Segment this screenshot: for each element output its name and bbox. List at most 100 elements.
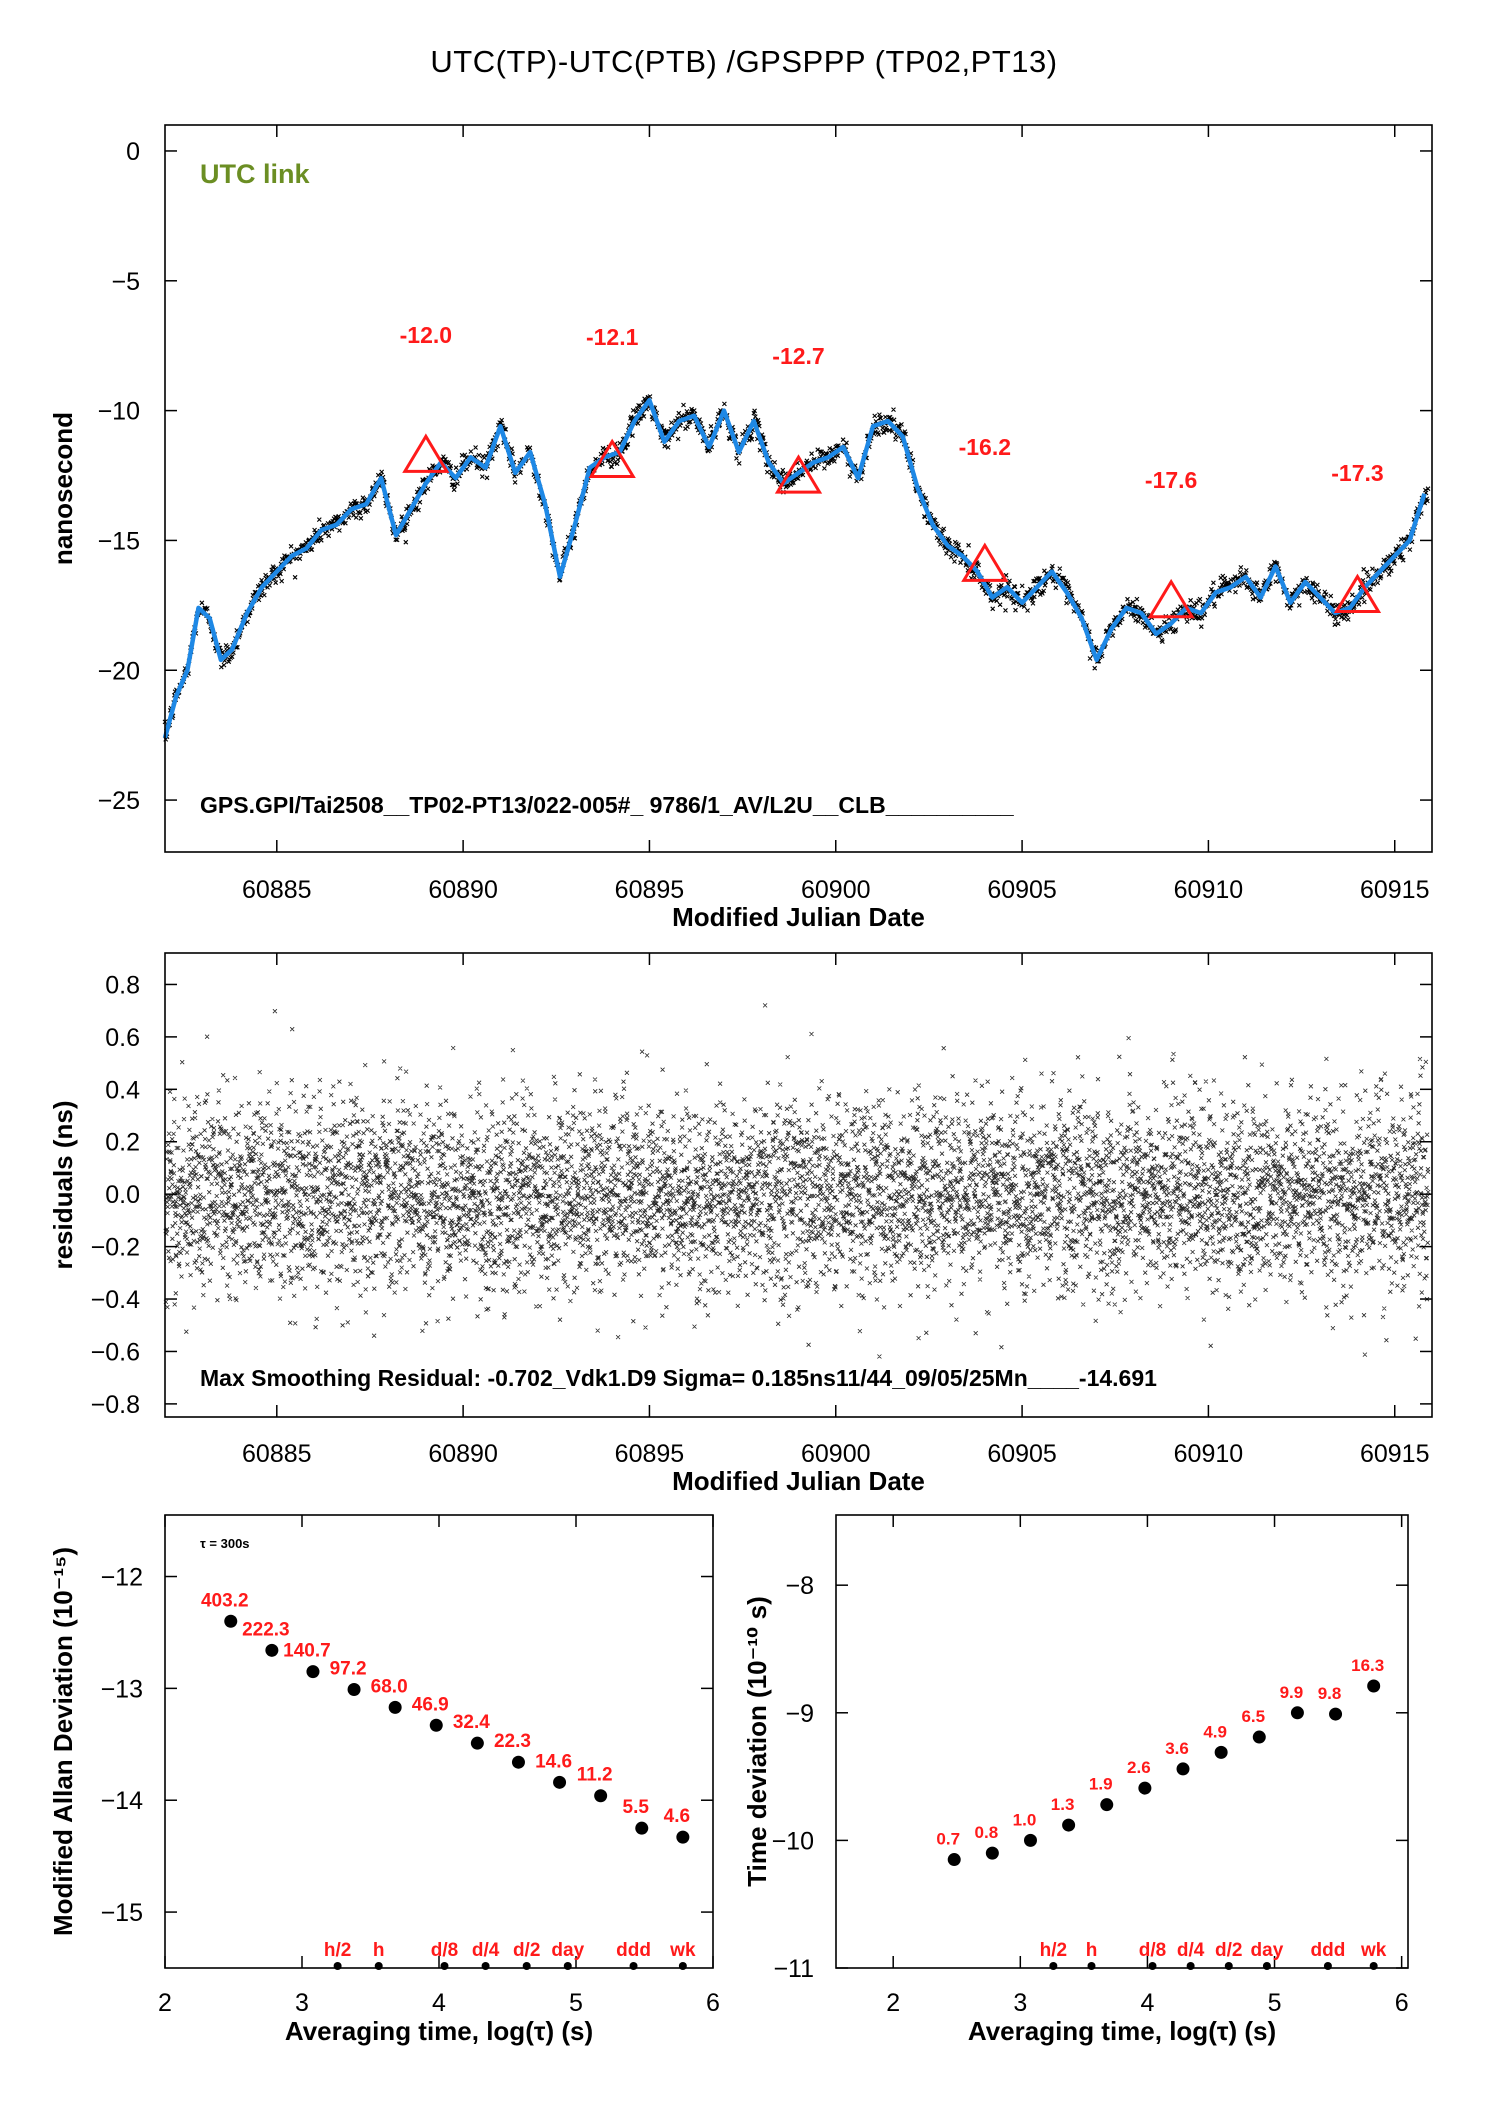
tdev-time-mark-dot	[1148, 1962, 1157, 1970]
residuals-y-tick-label: 0.0	[105, 1181, 140, 1209]
offset-x-tick-label: 60890	[428, 876, 498, 904]
tdev-x-axis-label: Averaging time, log(τ) (s)	[968, 2016, 1276, 2046]
residuals-y-axis-label: residuals (ns)	[48, 1100, 78, 1269]
tdev-point	[1023, 1833, 1037, 1847]
tdev-point	[1290, 1706, 1304, 1720]
mdev-time-mark-label: wk	[669, 1940, 696, 1961]
mdev-time-mark-dot	[333, 1962, 342, 1970]
tdev-x-tick-label: 3	[1013, 1989, 1027, 2017]
tdev-point	[1100, 1798, 1114, 1812]
raw-point-cloud	[162, 394, 1431, 742]
tdev-point	[1252, 1730, 1266, 1744]
mdev-point	[594, 1789, 608, 1803]
tdev-time-mark-dot	[1224, 1962, 1233, 1970]
tdev-point-label: 3.6	[1165, 1739, 1189, 1758]
tdev-y-tick-label: −10	[772, 1827, 814, 1855]
mdev-plot: 2 3 4 5 6 −12 −13 −14 −15 403.2 222.3140.797.268.…	[48, 1514, 720, 2046]
tdev-time-mark-label: d/2	[1215, 1940, 1242, 1961]
residuals-plot: 60885 60890 60895 60900 60905 60910 60915 0.8 0.…	[48, 952, 1433, 1496]
residuals-y-tick-label: −0.2	[91, 1234, 140, 1262]
tdev-point-label: 16.3	[1351, 1656, 1384, 1675]
mdev-point-label: 4.6	[664, 1806, 690, 1827]
tdev-x-tick-label: 4	[1140, 1989, 1154, 2017]
tdev-point-label: 0.7	[936, 1830, 960, 1849]
marker-triangle	[402, 433, 450, 473]
tdev-point-label: 0.8	[975, 1823, 999, 1842]
mdev-point	[265, 1643, 279, 1657]
tdev-point	[1176, 1762, 1190, 1776]
mdev-time-mark-dot	[563, 1962, 572, 1970]
residuals-y-tick-label: −0.4	[91, 1286, 140, 1314]
marker-value-label: -17.3	[1331, 460, 1383, 486]
mdev-time-mark-label: d/2	[513, 1940, 540, 1961]
tdev-point-label: 1.3	[1051, 1795, 1075, 1814]
mdev-x-axis-label: Averaging time, log(τ) (s)	[285, 2016, 593, 2046]
offset-plot-frame	[164, 124, 1433, 853]
mdev-point	[470, 1736, 484, 1750]
tdev-time-mark-label: d/4	[1177, 1940, 1205, 1961]
mdev-x-tick-label: 4	[432, 1989, 446, 2017]
mdev-y-tick-label: −14	[101, 1787, 144, 1815]
residuals-y-tick-label: 0.6	[105, 1024, 140, 1052]
tdev-point-label: 2.6	[1127, 1758, 1151, 1777]
mdev-time-mark-dot	[440, 1962, 449, 1970]
tau-note: τ = 300s	[200, 1536, 250, 1551]
offset-x-axis-label: Modified Julian Date	[672, 902, 925, 932]
offset-x-tick-label: 60915	[1360, 876, 1430, 904]
offset-y-tick-label: −20	[98, 657, 140, 685]
mdev-point	[511, 1755, 525, 1769]
mdev-x-tick-label: 2	[158, 1989, 172, 2017]
tdev-time-mark-label: h/2	[1040, 1940, 1067, 1961]
mdev-x-tick-label: 5	[569, 1989, 583, 2017]
tdev-time-mark-dot	[1186, 1962, 1195, 1970]
page-title: UTC(TP)-UTC(PTB) /GPSPPP (TP02,PT13)	[430, 44, 1058, 79]
residuals-y-tick-label: −0.8	[91, 1391, 140, 1419]
mdev-time-mark-label: d/4	[472, 1940, 500, 1961]
tdev-point	[1367, 1679, 1381, 1693]
offset-y-tick-label: −10	[98, 398, 140, 426]
tdev-time-mark-label: day	[1251, 1940, 1284, 1961]
mdev-point-label: 97.2	[330, 1658, 367, 1679]
offset-x-tick-label: 60885	[242, 876, 312, 904]
marker-triangle	[1333, 573, 1382, 614]
marker-triangle	[588, 438, 636, 479]
residuals-x-tick-label: 60885	[242, 1440, 312, 1468]
residuals-plot-frame	[164, 952, 1433, 1418]
mdev-point-label: 68.0	[371, 1676, 408, 1697]
tdev-point-label: 1.9	[1089, 1775, 1113, 1794]
residuals-x-tick-label: 60895	[615, 1440, 685, 1468]
tdev-point	[1062, 1818, 1076, 1832]
tdev-point-label: 6.5	[1241, 1707, 1265, 1726]
mdev-point-label: 140.7	[283, 1641, 331, 1662]
tdev-y-axis-label: Time deviation (10⁻¹⁰ s)	[742, 1596, 772, 1886]
mdev-point	[388, 1700, 402, 1714]
mdev-point-label: 222.3	[242, 1619, 290, 1640]
offset-x-tick-label: 60905	[987, 876, 1057, 904]
residual-point-cloud	[163, 1003, 1431, 1359]
marker-triangle	[961, 542, 1009, 582]
tdev-y-tick-label: −11	[773, 1955, 814, 1983]
offset-y-tick-label: −5	[111, 268, 140, 296]
offset-y-tick-label: −25	[98, 787, 140, 815]
residuals-y-tick-label: 0.4	[105, 1076, 140, 1104]
marker-value-label: -17.6	[1145, 467, 1197, 493]
offset-y-tick-label: 0	[126, 138, 140, 166]
mdev-points: 403.2 222.3140.797.268.046.932.422.314.61…	[201, 1590, 690, 1844]
tdev-time-mark-label: ddd	[1311, 1940, 1346, 1961]
mdev-point-label: 46.9	[412, 1694, 449, 1715]
mdev-y-tick-label: −15	[101, 1899, 143, 1927]
tdev-point	[947, 1853, 961, 1867]
tdev-point-label: 1.0	[1013, 1810, 1037, 1829]
mdev-point-label: 5.5	[623, 1797, 650, 1818]
tdev-time-mark-label: h	[1086, 1940, 1098, 1961]
mdev-plot-frame	[164, 1514, 714, 1969]
tdev-point-label: 9.8	[1318, 1684, 1342, 1703]
mdev-x-tick-label: 6	[706, 1989, 720, 2017]
tdev-plot: 2 3 4 5 6 −8 −9 −10 −11 0.7 0.8 1.0 1.3 1.9 2.6 3.6 4.9…	[742, 1514, 1409, 2046]
mdev-time-mark-label: ddd	[616, 1940, 651, 1961]
residuals-x-tick-label: 60915	[1360, 1440, 1430, 1468]
mdev-point-label: 22.3	[494, 1731, 531, 1752]
marker-value-label: -16.2	[959, 434, 1011, 460]
offset-x-tick-label: 60895	[615, 876, 685, 904]
